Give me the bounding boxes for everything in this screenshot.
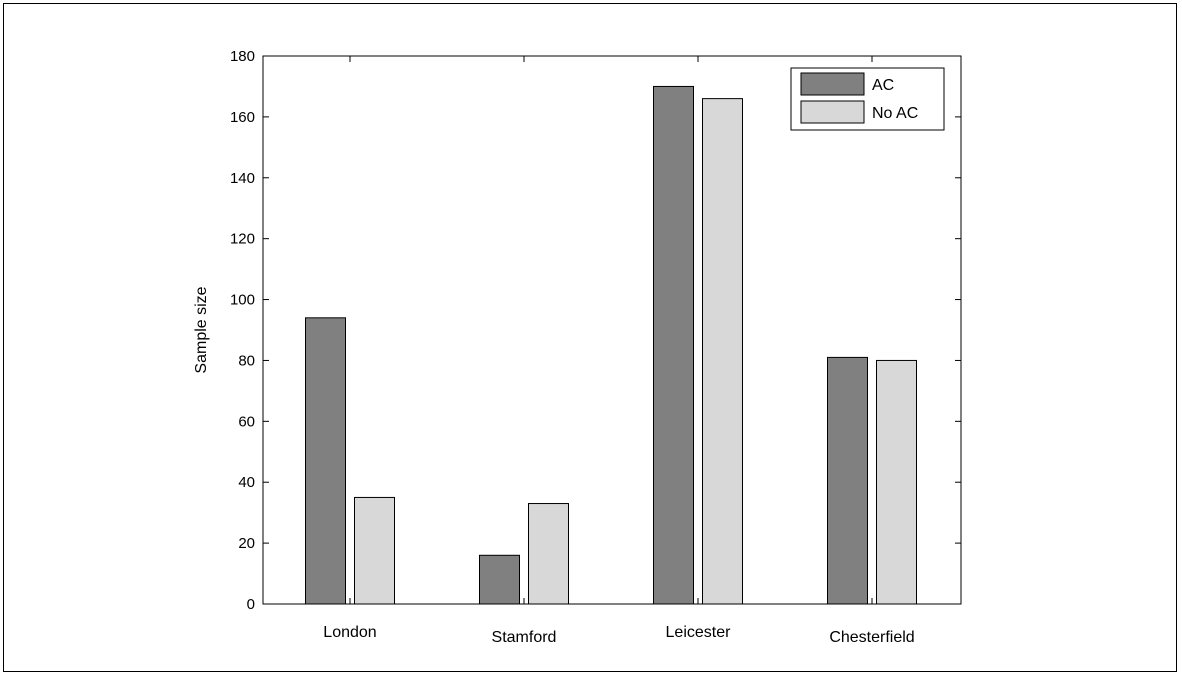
y-tick-label: 60 bbox=[238, 413, 255, 430]
y-tick-label: 0 bbox=[247, 596, 255, 613]
y-tick-label: 20 bbox=[238, 535, 255, 552]
bar-no-ac-london bbox=[354, 496, 395, 605]
bar-ac-stamford bbox=[479, 554, 520, 605]
figure-frame bbox=[3, 3, 1177, 672]
y-tick-label: 160 bbox=[230, 109, 255, 126]
x-tick-label-chesterfield: Chesterfield bbox=[829, 629, 914, 646]
x-ticks: London Stamford Leicester Chesterfield bbox=[323, 56, 915, 646]
y-tick-label: 40 bbox=[238, 474, 255, 491]
legend-swatch-ac bbox=[800, 72, 865, 96]
legend-label-no-ac: No AC bbox=[872, 105, 918, 122]
x-tick-label-stamford: Stamford bbox=[492, 629, 557, 646]
bar-no-ac-leicester bbox=[702, 98, 743, 605]
legend-label-ac: AC bbox=[872, 77, 894, 94]
bar-no-ac-chesterfield bbox=[876, 359, 917, 605]
y-tick-label: 120 bbox=[230, 231, 255, 248]
x-tick-label-leicester: Leicester bbox=[666, 624, 732, 641]
bar-ac-leicester bbox=[653, 85, 694, 605]
bar-ac-london bbox=[305, 317, 346, 605]
y-tick-label: 180 bbox=[230, 48, 255, 65]
axes-layer bbox=[262, 55, 962, 605]
bars-layer bbox=[305, 85, 917, 605]
legend: AC No AC bbox=[790, 67, 945, 131]
y-tick-label: 100 bbox=[230, 292, 255, 309]
legend-swatch-no-ac bbox=[800, 100, 865, 124]
y-axis-label: Sample size bbox=[193, 286, 210, 373]
y-ticks: 0 20 40 60 80 100 120 140 160 180 bbox=[230, 48, 961, 613]
y-tick-label: 80 bbox=[238, 352, 255, 369]
bar-ac-chesterfield bbox=[827, 356, 868, 605]
x-tick-label-london: London bbox=[323, 624, 376, 641]
bar-no-ac-stamford bbox=[528, 503, 569, 605]
y-tick-label: 140 bbox=[230, 170, 255, 187]
plot-area-border bbox=[262, 55, 962, 605]
